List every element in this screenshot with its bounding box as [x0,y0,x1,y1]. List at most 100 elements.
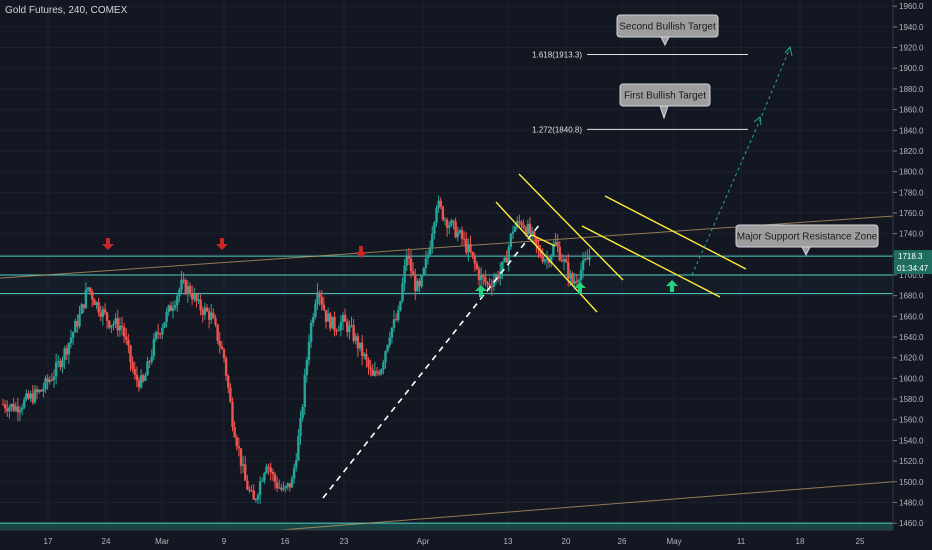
candle-body [501,261,504,272]
candle-body [384,351,387,363]
candle-body [42,389,45,392]
projection-arrowhead [753,45,793,126]
candle-body [373,371,377,376]
candle-body [193,294,196,300]
second-target-callout-pointer [660,36,670,47]
y-tick-label: 1540.0 [899,436,924,445]
candle-body [210,312,213,320]
x-tick-label: 13 [504,537,513,546]
second-target-callout[interactable]: Second Bullish Target [616,14,719,47]
candle-body [120,325,124,328]
y-tick-label: 1920.0 [899,44,924,53]
candle-body [382,362,385,370]
candle-body [365,353,368,360]
candle-body [541,256,544,262]
y-tick-label: 1520.0 [899,457,924,466]
support-zone-callout-box [735,224,879,248]
candle-body [333,316,336,331]
candle-body [125,336,128,340]
candle-body [50,379,54,381]
candle-body [144,375,147,381]
candle-body [201,310,204,315]
support-arrow-up-icon [475,285,487,297]
candle-body [37,389,41,393]
candle-body [118,325,122,331]
candle-body [397,310,400,321]
candle-body [65,348,68,355]
x-tick-label: Mar [155,537,169,546]
second-target-callout-box [616,14,719,38]
candle-body [152,338,156,357]
candle-body [331,316,334,329]
candle-body [586,258,589,260]
candle-body [93,299,96,306]
candle-body [577,280,581,282]
candle-body [267,466,270,468]
candle-body [316,292,319,305]
candle-body [16,406,20,413]
candle-body [439,200,442,207]
candle-body [54,362,58,377]
candle-body [239,448,243,466]
candle-body [558,246,561,261]
candle-body [184,280,187,294]
candle-body [341,315,345,322]
y-tick-label: 1620.0 [899,354,924,363]
first-target-callout[interactable]: First Bullish Target [619,83,711,120]
support-zone-callout-label: Major Support Resistance Zone [737,232,878,243]
candle-body [31,393,34,403]
time-axis[interactable]: 17 24 Mar 9 16 23 Apr 13 20 26 May 11 18 25 [44,537,865,546]
candle-body [265,466,268,474]
price-axis[interactable]: 1460.0 1480.0 1500.0 1520.0 1540.0 1560.0 1580… [893,2,932,528]
y-tick-label: 1500.0 [899,478,924,487]
candle-body [388,337,391,346]
countdown-label: 01:34:47 [897,264,929,273]
candle-body [499,271,502,279]
candle-body [363,353,366,357]
y-tick-label: 1900.0 [899,64,924,73]
candle-body [241,464,245,466]
candle-body [564,259,568,263]
candle-body [528,223,532,234]
candle-body [573,280,576,284]
x-tick-label: 17 [44,537,53,546]
candle-body [61,360,64,368]
candle-body [176,296,179,306]
support-zone-callout-pointer [801,246,811,257]
fib-level-label: 1.272(1840.8) [532,125,582,134]
candle-body [569,273,572,279]
candle-body [254,499,258,501]
candle-body [377,372,381,375]
candle-body [197,299,200,301]
candle-body [486,282,489,285]
candle-body [233,426,236,438]
candle-body [522,225,525,228]
candle-body [320,296,323,305]
candle-body [110,325,113,328]
candle-body [539,249,542,257]
candle-body [35,389,39,393]
candle-body [348,325,351,333]
candle-body [159,333,162,335]
candle-body [343,315,347,322]
y-tick-label: 1560.0 [899,416,924,425]
resistance-arrow-down-icon [355,246,367,258]
x-tick-label: 23 [340,537,349,546]
candle-body [418,280,421,287]
candle-body [148,361,151,363]
support-zone-callout[interactable]: Major Support Resistance Zone [735,224,879,257]
candle-body [350,325,353,327]
candle-body [10,404,13,408]
candle-body [354,336,357,341]
candle-body [186,285,190,294]
candle-body [335,330,338,332]
candle-body [426,254,430,259]
candle-body [133,368,136,375]
candle-body [309,322,313,342]
candle-body [579,270,583,281]
candle-body [101,309,105,317]
candle-body [95,302,98,306]
candle-body [329,313,332,329]
annotations[interactable]: Second Bullish Target First Bullish Targe… [616,14,879,257]
